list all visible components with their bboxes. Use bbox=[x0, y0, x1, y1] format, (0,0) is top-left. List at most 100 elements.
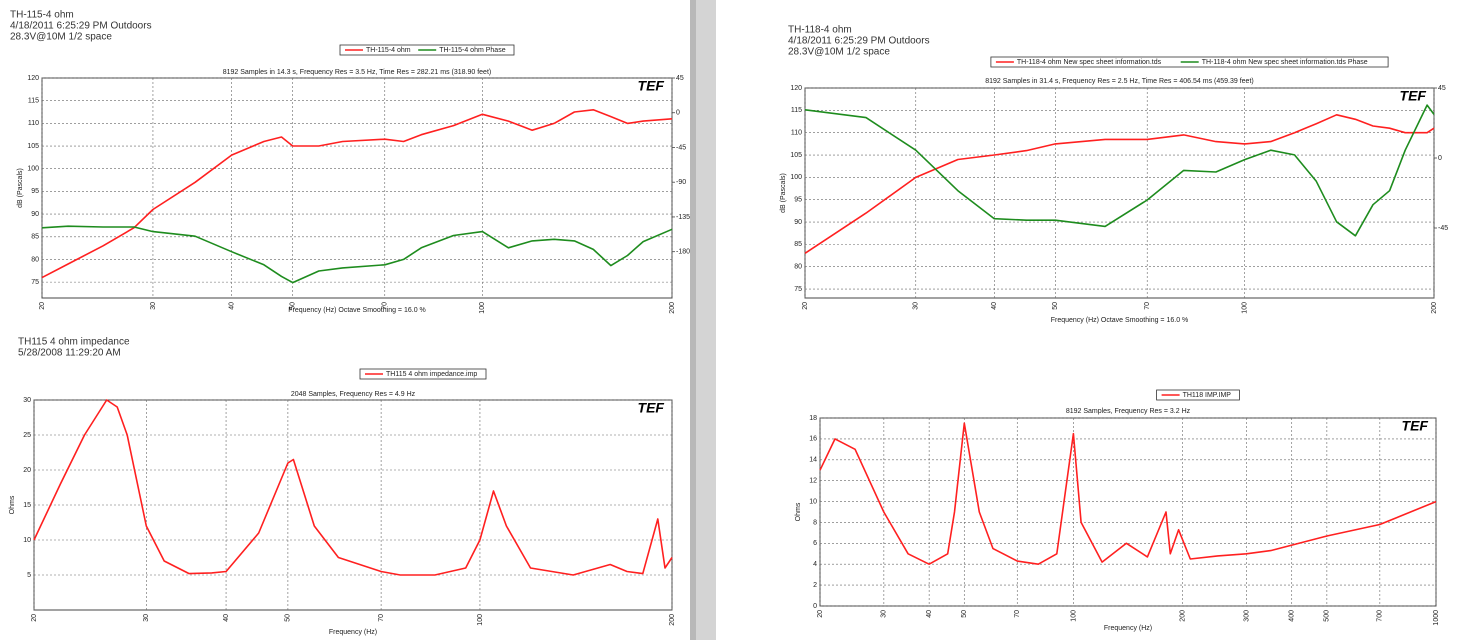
legend-label: TH-118-4 ohm New spec sheet information.… bbox=[1202, 59, 1368, 66]
x-axis-label: Frequency (Hz) bbox=[329, 629, 377, 636]
x-tick-label: 1000 bbox=[1433, 610, 1440, 626]
plot-area bbox=[33, 399, 673, 611]
x-tick-label: 70 bbox=[1014, 610, 1021, 618]
y2-tick-label: -45 bbox=[676, 144, 686, 151]
chart-subtitle: 8192 Samples, Frequency Res = 3.2 Hz bbox=[1066, 408, 1191, 415]
legend-label: TH-115-4 ohm Phase bbox=[439, 47, 506, 54]
y-tick-label: 2 bbox=[813, 582, 817, 589]
x-tick-label: 400 bbox=[1289, 610, 1296, 622]
y-tick-label: 18 bbox=[809, 415, 817, 422]
logo: TEF bbox=[638, 400, 665, 416]
y2-tick-label: 45 bbox=[1438, 85, 1446, 92]
plot-area bbox=[41, 77, 673, 299]
chart-subtitle: 8192 Samples in 31.4 s, Frequency Res = … bbox=[985, 78, 1253, 85]
series-line bbox=[804, 114, 1435, 254]
y2-tick-label: 0 bbox=[676, 110, 680, 117]
legend-box bbox=[359, 368, 487, 380]
legend-label: TH-118-4 ohm New spec sheet information.… bbox=[1017, 59, 1162, 66]
plot-area bbox=[819, 417, 1437, 607]
y-axis-label: dB (Pascals) bbox=[780, 173, 787, 213]
x-tick-label: 50 bbox=[1052, 302, 1059, 310]
header-line: 4/18/2011 6:25:29 PM Outdoors bbox=[788, 36, 930, 47]
y2-tick-label: 45 bbox=[676, 75, 684, 82]
y-tick-label: 115 bbox=[28, 98, 39, 105]
plot-area bbox=[804, 87, 1435, 299]
y-tick-label: 90 bbox=[31, 211, 39, 218]
x-tick-label: 500 bbox=[1324, 610, 1331, 622]
series-line bbox=[41, 225, 673, 284]
legend-label: TH115 4 ohm impedance.imp bbox=[386, 371, 477, 378]
y-axis-label: Ohms bbox=[9, 495, 16, 514]
y-tick-label: 105 bbox=[27, 143, 39, 150]
x-tick-label: 40 bbox=[991, 302, 998, 310]
legend-box bbox=[1156, 389, 1240, 401]
y-tick-label: 8 bbox=[813, 519, 817, 526]
y-tick-label: 14 bbox=[809, 457, 817, 464]
x-tick-label: 70 bbox=[382, 302, 389, 310]
x-tick-label: 200 bbox=[669, 614, 676, 626]
x-tick-label: 100 bbox=[1070, 610, 1077, 622]
y-tick-label: 75 bbox=[31, 279, 39, 286]
x-tick-label: 70 bbox=[1144, 302, 1151, 310]
header-line: 4/18/2011 6:25:29 PM Outdoors bbox=[10, 21, 152, 32]
x-tick-label: 50 bbox=[285, 614, 292, 622]
y2-tick-label: -180 bbox=[676, 249, 690, 256]
series-line bbox=[804, 104, 1435, 237]
y-tick-label: 120 bbox=[790, 85, 802, 92]
series-line bbox=[41, 109, 673, 279]
header-line: TH-118-4 ohm bbox=[788, 25, 852, 36]
x-axis-label: Frequency (Hz) Octave Smoothing = 16.0 % bbox=[288, 307, 426, 314]
header-line: TH-115-4 ohm bbox=[10, 10, 74, 21]
y-tick-label: 95 bbox=[794, 197, 802, 204]
x-tick-label: 700 bbox=[1377, 610, 1384, 622]
y-tick-label: 20 bbox=[23, 467, 31, 474]
y-tick-label: 16 bbox=[809, 436, 817, 443]
x-tick-label: 30 bbox=[150, 302, 157, 310]
chart-subtitle: 2048 Samples, Frequency Res = 4.9 Hz bbox=[291, 391, 416, 398]
y-tick-label: 6 bbox=[813, 540, 817, 547]
y2-tick-label: 0 bbox=[1438, 155, 1442, 162]
y2-tick-label: -90 bbox=[676, 179, 686, 186]
y-tick-label: 105 bbox=[790, 152, 802, 159]
y-tick-label: 95 bbox=[31, 188, 39, 195]
y-tick-label: 10 bbox=[23, 537, 31, 544]
x-tick-label: 40 bbox=[223, 614, 230, 622]
logo: TEF bbox=[638, 78, 665, 94]
series-line bbox=[33, 399, 673, 576]
y-tick-label: 15 bbox=[23, 502, 31, 509]
x-tick-label: 20 bbox=[802, 302, 809, 310]
x-tick-label: 200 bbox=[669, 302, 676, 314]
y-tick-label: 30 bbox=[23, 397, 31, 404]
x-tick-label: 20 bbox=[39, 302, 46, 310]
header-line: TH115 4 ohm impedance bbox=[18, 337, 130, 348]
y-tick-label: 110 bbox=[28, 120, 39, 127]
chart-subtitle: 8192 Samples in 14.3 s, Frequency Res = … bbox=[223, 69, 491, 76]
logo: TEF bbox=[1402, 418, 1429, 434]
y-tick-label: 4 bbox=[813, 561, 817, 568]
x-tick-label: 100 bbox=[1241, 302, 1248, 314]
y-tick-label: 115 bbox=[791, 107, 802, 114]
y-axis-label: Ohms bbox=[795, 502, 802, 521]
y-tick-label: 90 bbox=[794, 219, 802, 226]
legend-label: TH118 IMP.IMP bbox=[1183, 392, 1232, 399]
x-tick-label: 40 bbox=[228, 302, 235, 310]
x-tick-label: 40 bbox=[926, 610, 933, 618]
x-axis-label: Frequency (Hz) bbox=[1104, 625, 1152, 632]
y-tick-label: 120 bbox=[27, 75, 39, 82]
page-shadow bbox=[690, 0, 696, 640]
y-tick-label: 85 bbox=[31, 234, 39, 241]
y-tick-label: 5 bbox=[27, 572, 31, 579]
y-tick-label: 75 bbox=[794, 286, 802, 293]
x-tick-label: 300 bbox=[1243, 610, 1250, 622]
x-tick-label: 30 bbox=[143, 614, 150, 622]
y-tick-label: 12 bbox=[809, 478, 817, 485]
x-axis-label: Frequency (Hz) Octave Smoothing = 16.0 % bbox=[1051, 317, 1189, 324]
logo: TEF bbox=[1400, 88, 1427, 104]
header-line: 28.3V@10M 1/2 space bbox=[10, 32, 112, 43]
x-tick-label: 100 bbox=[479, 302, 486, 314]
header-line: 5/28/2008 11:29:20 AM bbox=[18, 348, 121, 359]
x-tick-label: 30 bbox=[913, 302, 920, 310]
y2-tick-label: -135 bbox=[676, 214, 690, 221]
y2-tick-label: -45 bbox=[1438, 225, 1448, 232]
